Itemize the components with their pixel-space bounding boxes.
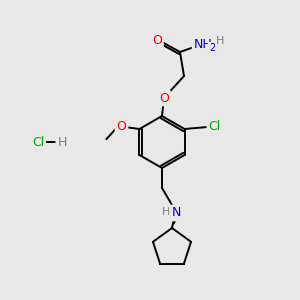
Text: H: H xyxy=(57,136,67,148)
Text: 2: 2 xyxy=(209,43,215,53)
Text: O: O xyxy=(159,92,169,104)
Text: H: H xyxy=(162,207,170,217)
Text: O: O xyxy=(116,121,126,134)
Text: NH: NH xyxy=(194,38,212,50)
Text: Cl: Cl xyxy=(32,136,44,148)
Text: H: H xyxy=(216,36,224,46)
Text: N: N xyxy=(171,206,181,220)
Text: O: O xyxy=(152,34,162,46)
Text: Cl: Cl xyxy=(208,121,220,134)
